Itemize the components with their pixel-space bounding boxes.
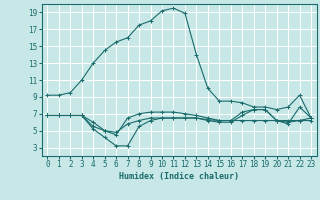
X-axis label: Humidex (Indice chaleur): Humidex (Indice chaleur) [119,172,239,181]
